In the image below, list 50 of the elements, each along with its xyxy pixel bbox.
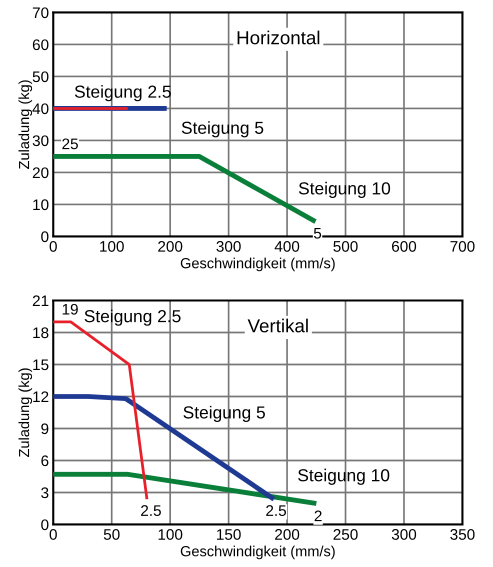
x-tick-label: 300 <box>216 241 241 252</box>
y-axis-title: Zuladung (kg) <box>18 368 32 458</box>
series-label: Steigung 10 <box>298 182 390 198</box>
series-label: Steigung 5 <box>182 121 264 138</box>
series-label: Steigung 5 <box>183 406 265 422</box>
series-label: Steigung 10 <box>298 468 390 485</box>
series-label: Steigung 2.5 <box>84 310 181 326</box>
annotation: 25 <box>62 138 78 150</box>
x-tick-label: 0 <box>50 529 57 540</box>
y-tick-label: 20 <box>32 167 48 178</box>
x-tick-label: 100 <box>158 529 182 540</box>
series-label: Steigung 2.5 <box>74 85 171 102</box>
y-tick-label: 10 <box>33 199 48 210</box>
text: Horizontal <box>238 30 320 44</box>
text: Vertikal <box>248 318 308 332</box>
x-tick-label: 600 <box>392 241 416 252</box>
y-tick-label: 6 <box>41 455 48 466</box>
y-tick-label: 0 <box>41 231 48 242</box>
x-tick-label: 150 <box>217 529 241 540</box>
x-tick-label: 500 <box>333 241 358 252</box>
x-tick-label: 50 <box>104 529 120 540</box>
x-tick-label: 200 <box>275 529 300 540</box>
x-tick-label: 700 <box>450 241 475 252</box>
y-tick-label: 0 <box>41 519 48 530</box>
x-tick-label: 0 <box>50 241 57 252</box>
y-tick-label: 9 <box>41 423 48 434</box>
y-tick-label: 40 <box>32 103 48 114</box>
annotation: 2 <box>314 510 322 522</box>
annotation: 19 <box>62 304 78 315</box>
y-tick-label: 15 <box>33 360 48 370</box>
annotation: 5 <box>314 228 322 239</box>
x-tick-label: 400 <box>274 241 300 252</box>
y-tick-label: 3 <box>41 487 48 498</box>
x-tick-label: 300 <box>392 529 416 540</box>
y-tick-label: 70 <box>32 7 48 18</box>
annotation: 2.5 <box>266 505 286 516</box>
x-tick-label: 100 <box>100 241 124 252</box>
y-tick-label: 60 <box>32 39 48 50</box>
y-tick-label: 18 <box>33 327 48 338</box>
x-axis-title: Geschwindigkeit (mm/s) <box>180 546 335 560</box>
annotation: 2.5 <box>141 505 161 516</box>
x-tick-label: 350 <box>450 529 475 540</box>
x-axis-title: Geschwindigkeit (mm/s) <box>180 258 335 272</box>
y-tick-label: 30 <box>32 135 48 146</box>
y-tick-label: 21 <box>32 295 48 306</box>
y-tick-label: 50 <box>32 71 48 82</box>
y-tick-label: 12 <box>33 391 48 402</box>
x-tick-label: 200 <box>158 241 182 252</box>
x-tick-label: 250 <box>334 529 358 540</box>
y-axis-title: Zuladung (kg) <box>18 80 32 169</box>
